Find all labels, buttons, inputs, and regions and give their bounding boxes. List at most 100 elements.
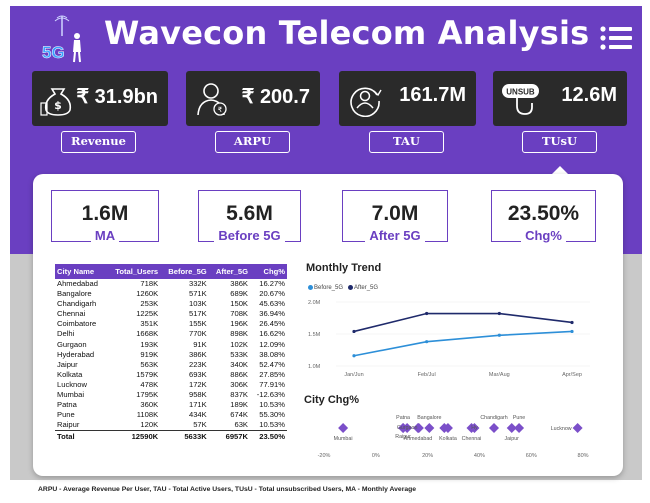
table-cell: Lucknow xyxy=(57,379,87,389)
col-after-5g[interactable]: After_5G xyxy=(208,264,250,279)
table-cell: 478K xyxy=(140,379,159,389)
table-total-row[interactable]: Total 12590K 5633K 6957K 23.50% xyxy=(55,430,287,443)
table-cell: Patna xyxy=(57,400,77,410)
data-point-marker[interactable] xyxy=(514,423,525,433)
legend-item-before-5g[interactable]: Before_5G xyxy=(308,285,343,291)
trend-title: Monthly Trend xyxy=(306,262,382,274)
table-cell: 919K xyxy=(140,349,159,359)
table-row[interactable]: Bangalore 1260K 571K 689K 20.67% xyxy=(55,289,287,299)
table-cell: 63K xyxy=(234,420,248,430)
legend-dot-after xyxy=(348,285,354,290)
table-cell: 718K xyxy=(140,279,159,288)
table-cell: 837K xyxy=(230,390,248,400)
table-cell: 193K xyxy=(140,339,159,349)
table-cell: Delhi xyxy=(57,329,75,339)
table-row[interactable]: Coimbatore 351K 155K 196K 26.45% xyxy=(55,319,287,329)
table-cell: 434K xyxy=(188,410,207,420)
legend-before-label: Before_5G xyxy=(314,285,344,292)
data-point-marker[interactable] xyxy=(506,423,517,433)
stat-before-5g-label: Before 5G xyxy=(214,228,285,243)
stat-after-5g-value: 7.0M xyxy=(371,202,419,225)
table-cell: 332K xyxy=(188,279,207,288)
hamburger-menu-icon[interactable] xyxy=(600,26,632,50)
data-point xyxy=(570,320,574,325)
table-row[interactable]: Kolkata 1579K 693K 886K 27.85% xyxy=(55,370,287,380)
table-cell: 1668K xyxy=(136,329,159,339)
table-cell: 196K xyxy=(230,319,248,329)
table-cell: 223K xyxy=(188,359,207,369)
table-cell: Chennai xyxy=(57,309,86,319)
stat-before-5g: 5.6M Before 5G xyxy=(198,190,301,243)
table-row[interactable]: Pune 1108K 434K 674K 55.30% xyxy=(55,410,287,420)
table-cell: 172K xyxy=(188,379,207,389)
stat-chg-label: Chg% xyxy=(521,228,566,243)
table-row[interactable]: Delhi 1668K 770K 898K 16.62% xyxy=(55,329,287,339)
data-point-marker[interactable] xyxy=(489,423,500,433)
table-cell: 91K xyxy=(193,339,207,349)
city-point-label: Pune xyxy=(513,415,525,421)
unsub-icon-text: UNSUB xyxy=(506,88,535,97)
table-row[interactable]: Chennai 1225K 517K 708K 36.94% xyxy=(55,309,287,319)
table-cell: 1260K xyxy=(136,289,159,299)
legend-item-after-5g[interactable]: After_5G xyxy=(348,285,378,291)
data-point-marker[interactable] xyxy=(469,423,480,433)
table-row[interactable]: Hyderabad 919K 386K 533K 38.08% xyxy=(55,350,287,360)
trend-legend: Before_5G After_5G xyxy=(308,285,378,291)
table-cell: 360K xyxy=(140,400,159,410)
table-cell: 16.62% xyxy=(259,329,285,339)
user-refresh-icon xyxy=(350,87,382,117)
col-before-5g[interactable]: Before_5G xyxy=(160,264,209,279)
data-point-marker[interactable] xyxy=(442,423,453,433)
data-point-marker[interactable] xyxy=(424,423,435,433)
data-point-marker[interactable] xyxy=(338,423,349,433)
tusu-button[interactable]: TUsU xyxy=(522,131,597,153)
city-chg-chart: -20% 0% 20% 40% 60% 80% Patna Bangalore Gurgaon H… xyxy=(318,415,589,459)
table-cell: Raipur xyxy=(57,420,80,430)
table-cell: Total xyxy=(55,430,107,443)
table-header-row: City Name Total_Users Before_5G After_5G… xyxy=(55,264,287,279)
table-row[interactable]: Patna 360K 171K 189K 10.53% xyxy=(55,400,287,410)
data-point-marker[interactable] xyxy=(413,423,424,433)
table-row[interactable]: Jaipur 563K 223K 340K 52.47% xyxy=(55,360,287,370)
y-tick-label: 1.5M xyxy=(308,332,321,338)
stat-ma: 1.6M MA xyxy=(51,190,159,243)
table-cell: 36.94% xyxy=(259,309,285,319)
arpu-button[interactable]: ARPU xyxy=(215,131,290,153)
city-point-label: Lucknow xyxy=(551,426,572,432)
table-cell: 563K xyxy=(140,359,159,369)
col-total-users[interactable]: Total_Users xyxy=(106,264,161,279)
stat-ma-value: 1.6M xyxy=(81,202,129,225)
table-row[interactable]: Chandigarh 253K 103K 150K 45.63% xyxy=(55,299,287,309)
x-tick-label: 80% xyxy=(578,453,589,459)
x-tick-label: -20% xyxy=(318,453,331,459)
table-row[interactable]: Lucknow 478K 172K 306K 77.91% xyxy=(55,380,287,390)
table-cell: 306K xyxy=(230,379,248,389)
table-cell: 26.45% xyxy=(259,319,285,329)
table-row[interactable]: Mumbai 1795K 958K 837K -12.63% xyxy=(55,390,287,400)
stat-after-5g-label: After 5G xyxy=(365,228,425,243)
x-tick-label: Mar/Aug xyxy=(489,372,510,378)
data-point-marker[interactable] xyxy=(572,423,583,433)
table-row[interactable]: Raipur 120K 57K 63K 10.53% xyxy=(55,420,287,431)
city-point-label: Gurgaon xyxy=(397,425,418,431)
table-row[interactable]: Gurgaon 193K 91K 102K 12.09% xyxy=(55,340,287,350)
table-cell: 57K xyxy=(193,420,207,430)
series-line-after-5g xyxy=(353,312,573,333)
legend-after-label: After_5G xyxy=(354,285,379,292)
col-chg[interactable]: Chg% xyxy=(250,264,287,279)
table-cell: -12.63% xyxy=(256,390,285,400)
table-row[interactable]: Ahmedabad 718K 332K 386K 16.27% xyxy=(55,279,287,289)
col-city-name[interactable]: City Name xyxy=(55,264,107,279)
city-point-label: Mumbai xyxy=(334,436,353,442)
table-cell: 103K xyxy=(188,299,207,309)
table-cell: 55.30% xyxy=(259,410,285,420)
table-cell: 571K xyxy=(188,289,207,299)
data-point xyxy=(497,333,501,337)
data-point-marker[interactable] xyxy=(402,423,413,433)
revenue-button[interactable]: Revenue xyxy=(61,131,136,153)
table-cell: Coimbatore xyxy=(57,319,97,329)
tau-button[interactable]: TAU xyxy=(369,131,444,153)
5g-tower-logo-icon: 5G xyxy=(42,15,81,62)
kpi-tusu: UNSUB 12.6M xyxy=(493,71,627,126)
data-point xyxy=(352,354,356,358)
